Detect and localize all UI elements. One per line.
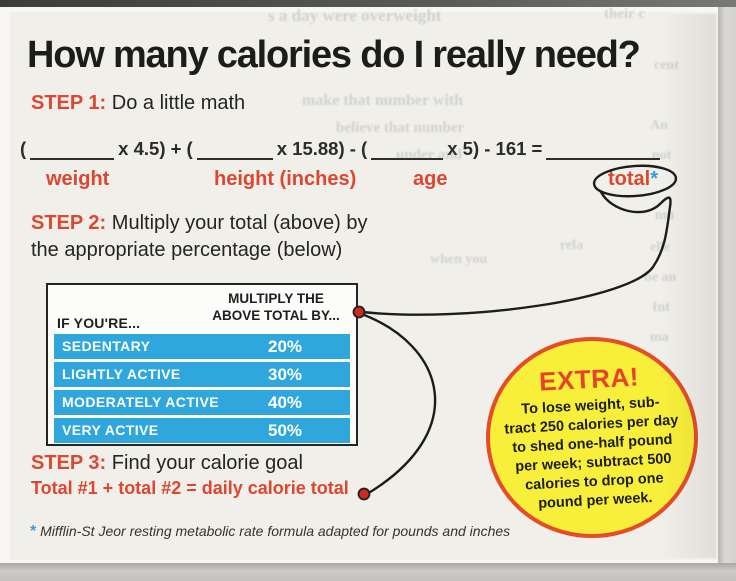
bleed-text: ma: [650, 330, 669, 346]
formula-segment-3: x 5) - 161 =: [447, 138, 543, 159]
table-row: VERY ACTIVE 50%: [54, 418, 350, 443]
activity-table: IF YOU'RE... MULTIPLY THE ABOVE TOTAL BY…: [46, 283, 358, 446]
footnote-text: Mifflin-St Jeor resting metabolic rate f…: [40, 523, 511, 539]
step3-heading: STEP 3: Find your calorie goal: [31, 452, 303, 475]
step2-text1: Multiply your total (above) by: [111, 212, 368, 234]
table-header-right: MULTIPLY THE ABOVE TOTAL BY...: [200, 290, 352, 324]
connector-curve-total-to-table: [360, 190, 672, 316]
table-row: MODERATELY ACTIVE 40%: [54, 390, 350, 415]
bleed-text: cent: [654, 58, 679, 74]
step1-label: STEP 1:: [31, 92, 107, 114]
bleed-text: when you: [430, 252, 488, 267]
bleed-text: believe that number: [336, 120, 465, 136]
weight-label: weight: [46, 168, 110, 190]
total-blank-field: [546, 138, 661, 160]
step1-heading: STEP 1: Do a little math: [31, 92, 245, 115]
activity-label: MODERATELY ACTIVE: [62, 394, 219, 410]
extra-callout-bubble: EXTRA! To lose weight, sub- tract 250 ca…: [486, 337, 698, 538]
step2-heading: STEP 2: Multiply your total (above) by t…: [31, 210, 367, 264]
bleed-text: make that number with: [302, 92, 464, 109]
page-title: How many calories do I really need?: [27, 34, 641, 76]
table-header-left: IF YOU'RE...: [57, 315, 141, 331]
age-label: age: [413, 168, 448, 190]
extra-callout-content: EXTRA! To lose weight, sub- tract 250 ca…: [501, 360, 683, 516]
activity-percentage: 50%: [267, 421, 303, 440]
scan-edge-top: [0, 0, 736, 7]
bleed-text: rela: [560, 238, 584, 253]
footnote-asterisk: *: [30, 523, 37, 540]
connector-curve-table-to-step3: [357, 311, 437, 496]
table-row: LIGHTLY ACTIVE 30%: [54, 362, 350, 387]
height-blank-field: [196, 138, 273, 160]
age-blank-field: [371, 138, 444, 160]
total-label-text: total: [608, 168, 651, 190]
height-label: height (inches): [214, 168, 357, 190]
table-header-right-line1: MULTIPLY THE: [228, 291, 324, 306]
table-rows: SEDENTARY 20% LIGHTLY ACTIVE 30% MODERAT…: [54, 334, 350, 446]
scan-edge-bottom: [0, 563, 736, 581]
bleed-text: s a day were overweight: [268, 6, 442, 25]
activity-label: LIGHTLY ACTIVE: [62, 366, 181, 382]
step2-line2: the appropriate percentage (below): [31, 239, 343, 261]
bleed-text: An: [650, 118, 668, 133]
total-asterisk: *: [650, 168, 659, 190]
activity-label: VERY ACTIVE: [62, 422, 159, 438]
activity-percentage: 40%: [267, 393, 303, 412]
weight-blank-field: [30, 138, 115, 160]
activity-percentage: 30%: [267, 365, 303, 384]
step2-line1: STEP 2: Multiply your total (above) by: [31, 210, 367, 237]
activity-percentage: 20%: [267, 337, 303, 356]
connector-dot-step3: [357, 487, 371, 501]
table-header-right-line2: ABOVE TOTAL BY...: [212, 308, 340, 323]
bleed-text: their c: [604, 6, 645, 22]
footnote: * Mifflin-St Jeor resting metabolic rate…: [30, 523, 510, 541]
scan-edge-right: [718, 7, 736, 581]
table-row: SEDENTARY 20%: [54, 334, 350, 359]
calorie-formula: ( x 4.5) + ( x 15.88) - ( x 5) - 161 =: [20, 138, 661, 160]
total-label: total*: [608, 168, 658, 191]
step2-label: STEP 2:: [31, 212, 107, 234]
step3-text: Find your calorie goal: [111, 452, 303, 474]
formula-open-paren: (: [20, 138, 27, 159]
step3-label: STEP 3:: [31, 452, 107, 474]
step3-equation: Total #1 + total #2 = daily calorie tota…: [31, 478, 349, 498]
formula-segment-1: x 4.5) + (: [118, 138, 193, 159]
activity-label: SEDENTARY: [62, 338, 151, 354]
step1-text: Do a little math: [111, 92, 246, 114]
formula-segment-2: x 15.88) - (: [276, 138, 368, 159]
page-gutter-shadow: [660, 14, 716, 558]
